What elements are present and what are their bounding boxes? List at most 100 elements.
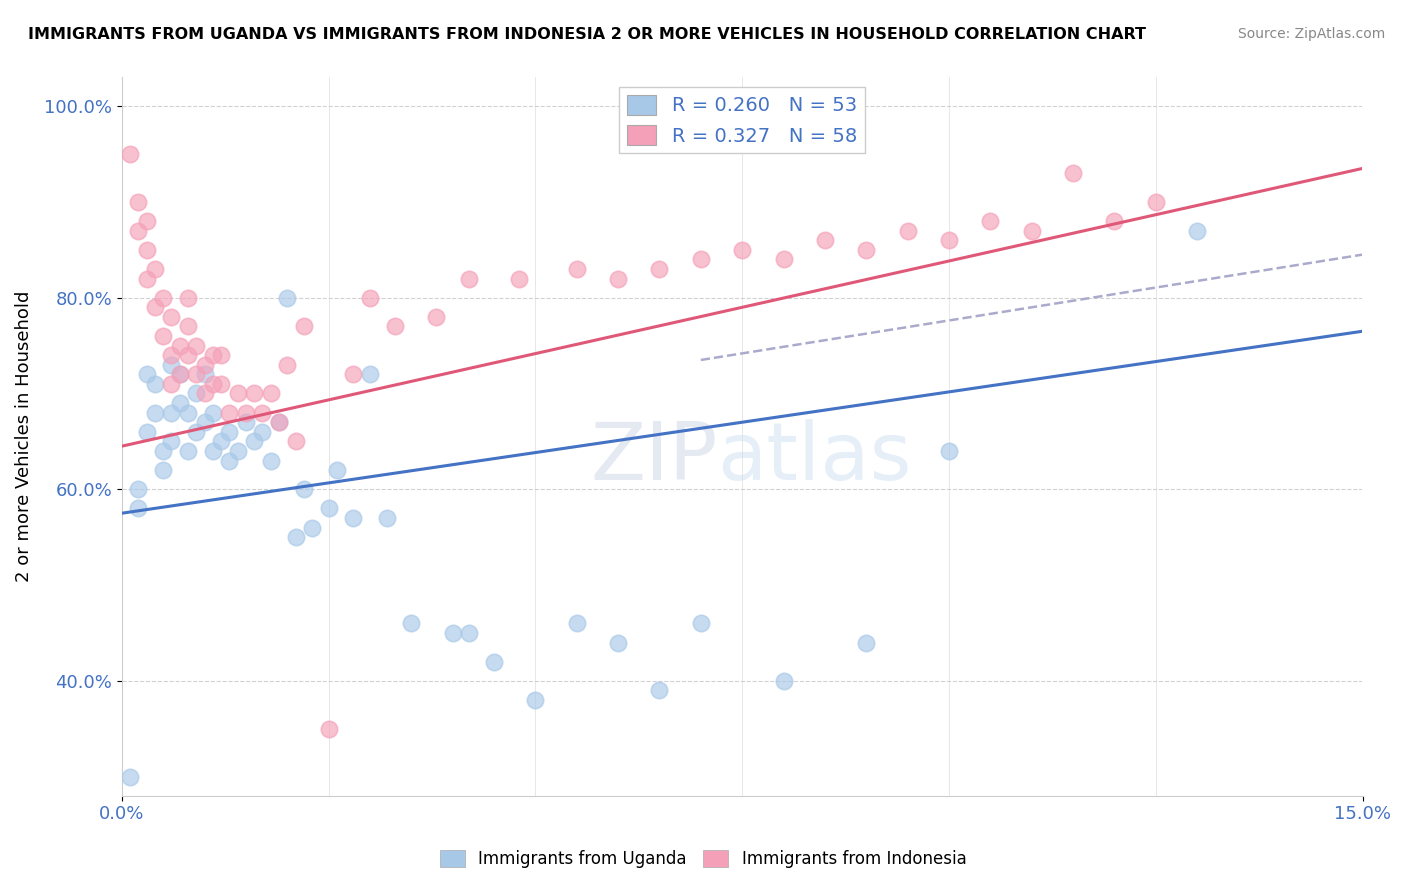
Point bbox=[160, 406, 183, 420]
Point bbox=[201, 406, 224, 420]
Point bbox=[292, 319, 315, 334]
Text: ZIP: ZIP bbox=[591, 419, 717, 497]
Point bbox=[252, 406, 274, 420]
Point bbox=[177, 319, 200, 334]
Point bbox=[292, 483, 315, 497]
Point bbox=[772, 673, 794, 688]
Point bbox=[772, 252, 794, 267]
Point bbox=[359, 368, 381, 382]
Point bbox=[193, 415, 215, 429]
Point bbox=[177, 406, 200, 420]
Point bbox=[169, 396, 191, 410]
Point bbox=[135, 243, 157, 257]
Point bbox=[284, 530, 307, 544]
Point bbox=[384, 319, 406, 334]
Point bbox=[152, 329, 174, 343]
Point bbox=[143, 301, 166, 315]
Point bbox=[814, 233, 837, 247]
Point bbox=[209, 348, 232, 362]
Point bbox=[152, 291, 174, 305]
Point bbox=[226, 386, 249, 401]
Point bbox=[607, 635, 630, 649]
Point bbox=[218, 406, 240, 420]
Point bbox=[458, 626, 481, 640]
Point bbox=[648, 683, 671, 698]
Point bbox=[218, 425, 240, 439]
Point bbox=[186, 386, 208, 401]
Point bbox=[235, 406, 257, 420]
Point bbox=[260, 386, 283, 401]
Point bbox=[326, 463, 349, 477]
Point bbox=[1104, 214, 1126, 228]
Point bbox=[127, 224, 149, 238]
Text: IMMIGRANTS FROM UGANDA VS IMMIGRANTS FROM INDONESIA 2 OR MORE VEHICLES IN HOUSEH: IMMIGRANTS FROM UGANDA VS IMMIGRANTS FRO… bbox=[28, 27, 1146, 42]
Point bbox=[135, 368, 157, 382]
Point bbox=[689, 252, 711, 267]
Point bbox=[143, 262, 166, 277]
Point bbox=[318, 722, 340, 736]
Point bbox=[127, 501, 149, 516]
Point bbox=[186, 338, 208, 352]
Point bbox=[243, 386, 266, 401]
Point bbox=[1144, 194, 1167, 209]
Point bbox=[226, 444, 249, 458]
Point bbox=[508, 271, 530, 285]
Point bbox=[135, 271, 157, 285]
Point bbox=[160, 358, 183, 372]
Point bbox=[201, 444, 224, 458]
Point bbox=[235, 415, 257, 429]
Point bbox=[979, 214, 1001, 228]
Point bbox=[276, 358, 298, 372]
Text: atlas: atlas bbox=[717, 419, 911, 497]
Point bbox=[689, 616, 711, 631]
Point bbox=[342, 511, 364, 525]
Point bbox=[897, 224, 920, 238]
Point bbox=[425, 310, 447, 324]
Point bbox=[135, 214, 157, 228]
Point bbox=[177, 291, 200, 305]
Point bbox=[607, 271, 630, 285]
Point bbox=[243, 434, 266, 449]
Point bbox=[169, 338, 191, 352]
Point bbox=[127, 483, 149, 497]
Point bbox=[359, 291, 381, 305]
Point bbox=[120, 147, 142, 161]
Point bbox=[1185, 224, 1208, 238]
Point bbox=[201, 376, 224, 391]
Point bbox=[169, 368, 191, 382]
Point bbox=[160, 376, 183, 391]
Point bbox=[169, 368, 191, 382]
Point bbox=[143, 406, 166, 420]
Point bbox=[177, 444, 200, 458]
Point bbox=[938, 233, 960, 247]
Point bbox=[267, 415, 290, 429]
Point bbox=[855, 635, 877, 649]
Point bbox=[524, 693, 547, 707]
Point bbox=[342, 368, 364, 382]
Point bbox=[565, 616, 588, 631]
Point bbox=[260, 453, 283, 467]
Point bbox=[375, 511, 398, 525]
Point bbox=[301, 520, 323, 534]
Point bbox=[193, 358, 215, 372]
Point bbox=[186, 368, 208, 382]
Point bbox=[482, 655, 505, 669]
Point bbox=[186, 425, 208, 439]
Point bbox=[441, 626, 464, 640]
Point bbox=[135, 425, 157, 439]
Point bbox=[1021, 224, 1043, 238]
Point bbox=[209, 434, 232, 449]
Legend: R = 0.260   N = 53, R = 0.327   N = 58: R = 0.260 N = 53, R = 0.327 N = 58 bbox=[620, 87, 865, 153]
Point bbox=[276, 291, 298, 305]
Legend: Immigrants from Uganda, Immigrants from Indonesia: Immigrants from Uganda, Immigrants from … bbox=[433, 843, 973, 875]
Point bbox=[209, 376, 232, 391]
Point bbox=[267, 415, 290, 429]
Point bbox=[143, 376, 166, 391]
Point bbox=[1062, 166, 1084, 180]
Point bbox=[318, 501, 340, 516]
Point bbox=[177, 348, 200, 362]
Point bbox=[648, 262, 671, 277]
Point bbox=[284, 434, 307, 449]
Point bbox=[252, 425, 274, 439]
Point bbox=[855, 243, 877, 257]
